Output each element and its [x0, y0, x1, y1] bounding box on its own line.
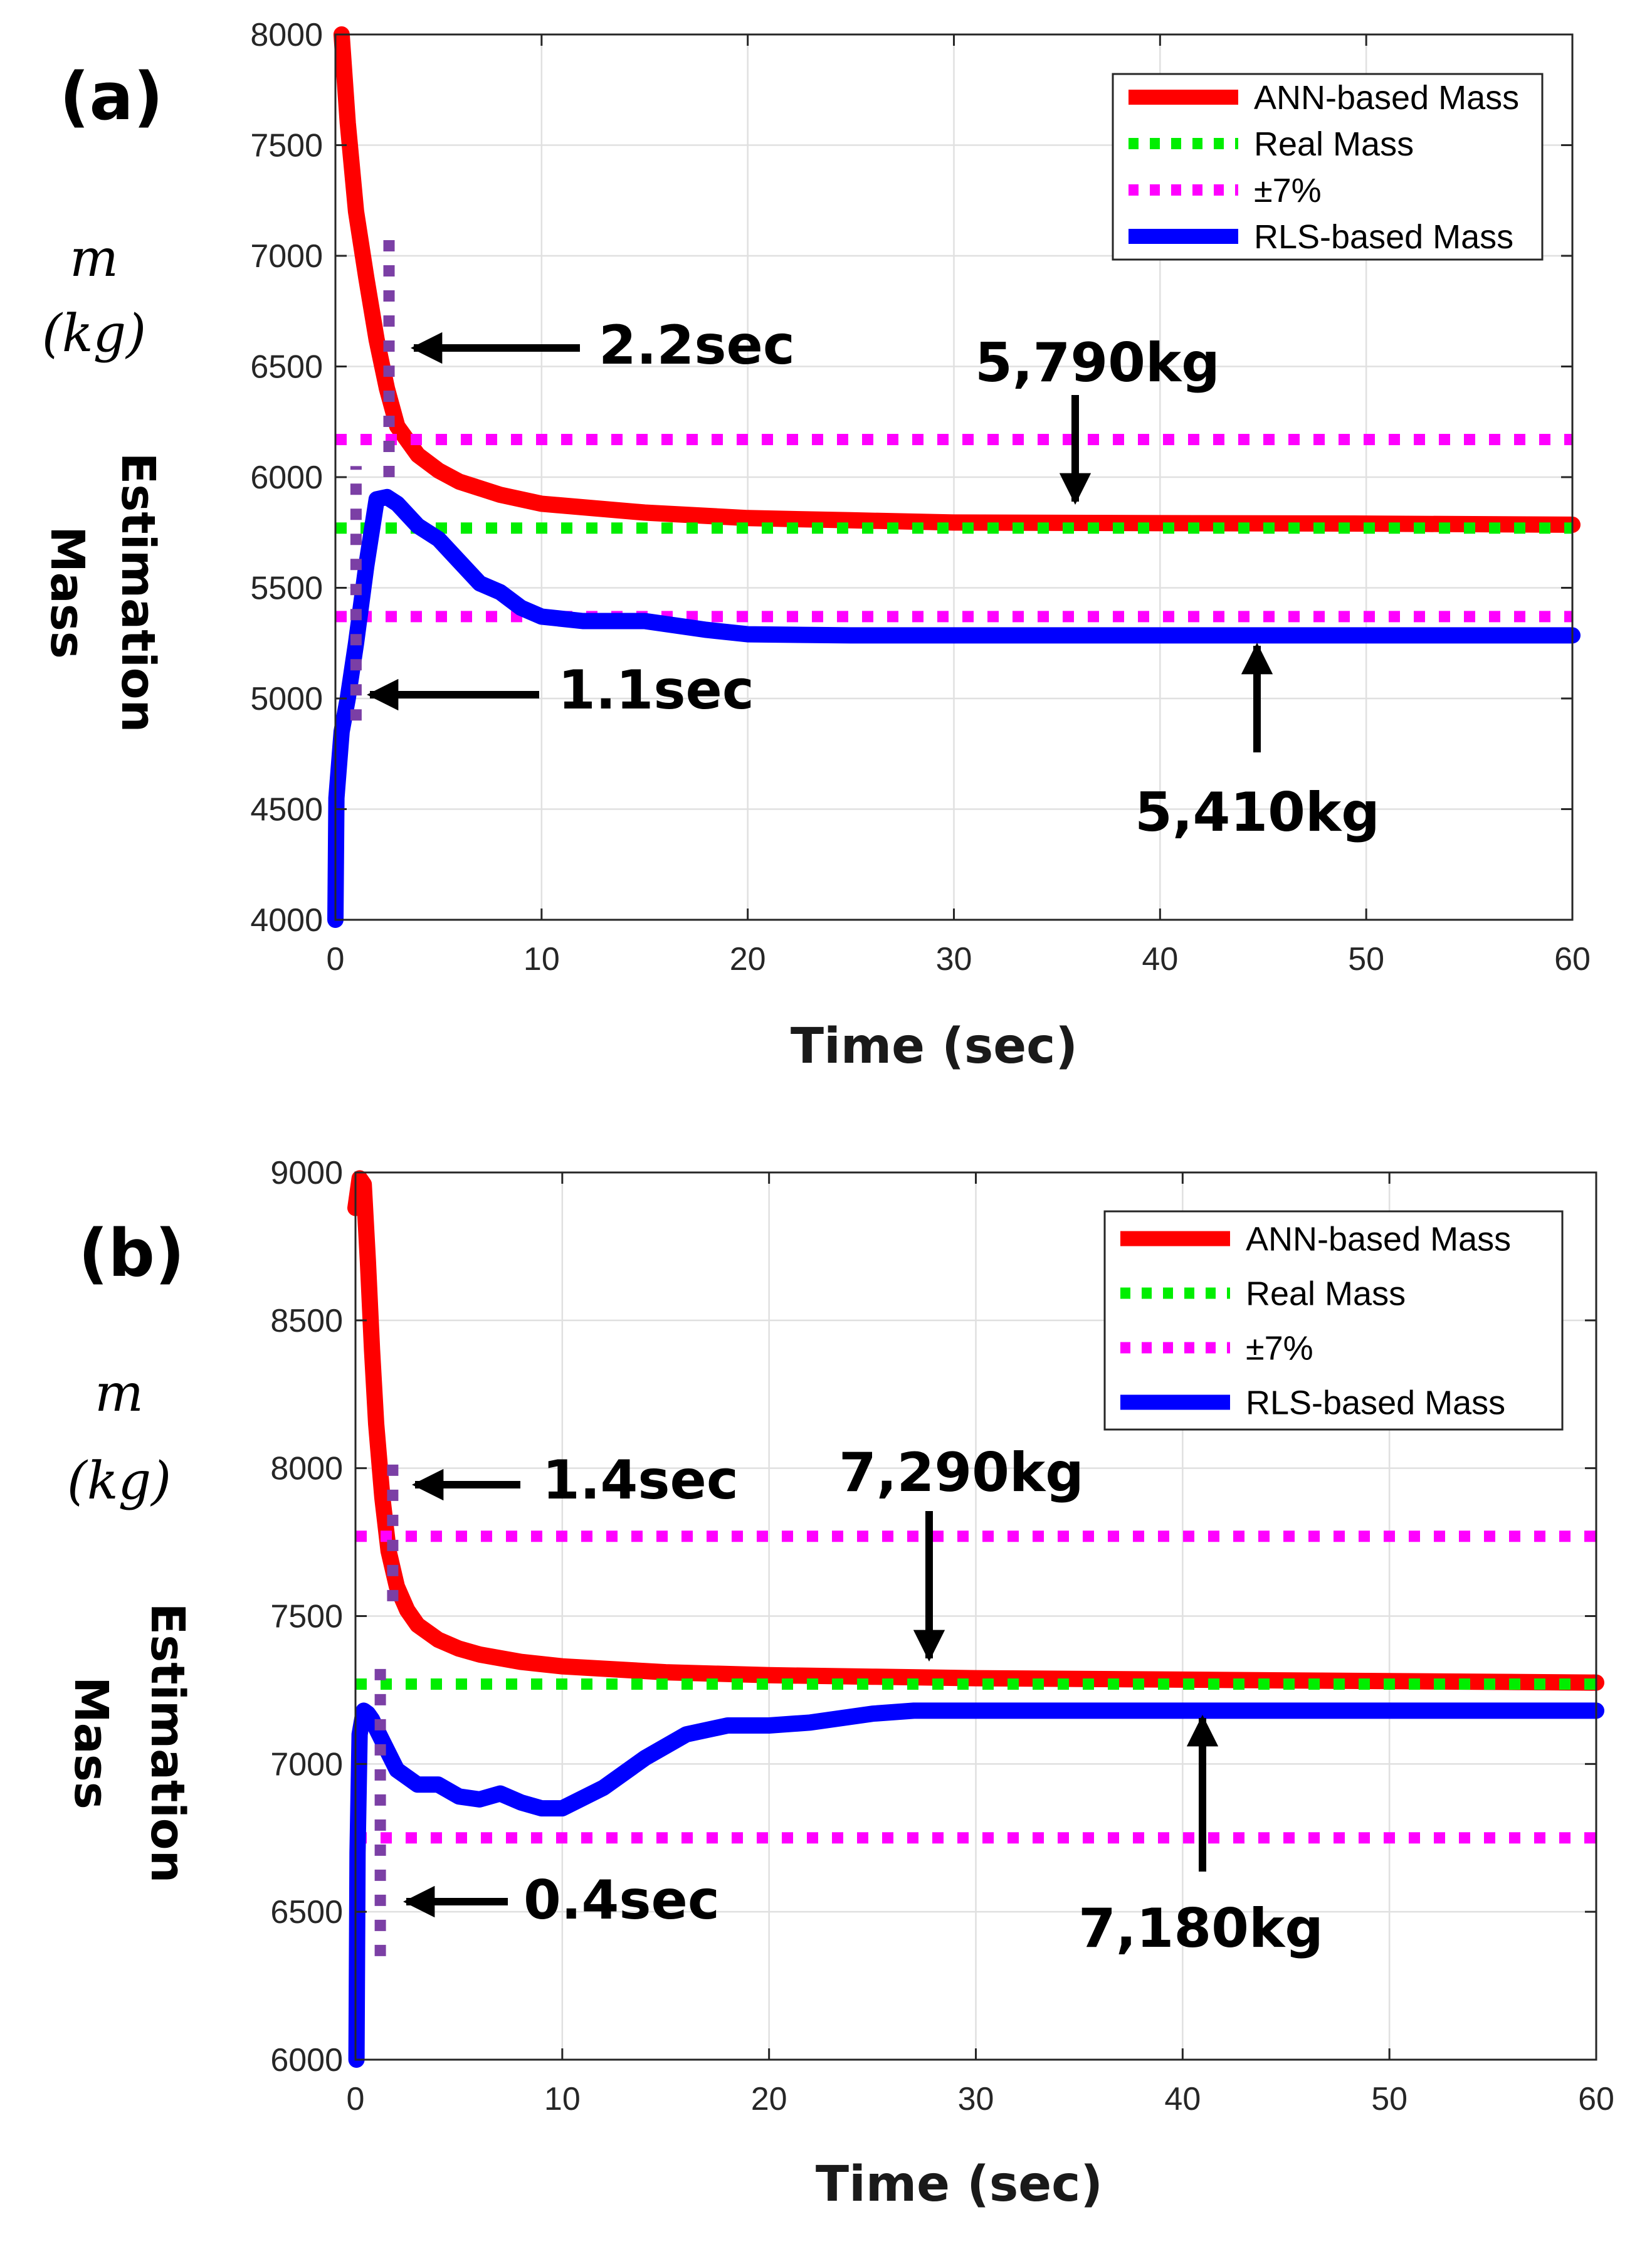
y-axis-word: Estimation — [140, 1603, 194, 1883]
y-axis-unit: (kg) — [42, 304, 146, 364]
panel-label: (b) — [78, 1215, 185, 1292]
legend-entry: ±7% — [1246, 1330, 1313, 1367]
y-tick-label: 6500 — [250, 349, 323, 386]
annotation-label: 1.1sec — [558, 659, 754, 722]
series-rls-based-mass — [348, 1702, 1604, 2068]
y-axis-word: Mass — [40, 526, 94, 659]
legend-entry: Real Mass — [1254, 125, 1414, 163]
chart-panel-a: 0 10 20 30 40 50 60 4000 4500 5000 5500 6000 6500 700… — [40, 17, 1591, 1075]
x-tick-label: 0 — [327, 941, 345, 977]
legend-entry: ±7% — [1254, 172, 1322, 209]
y-tick-label: 4500 — [250, 792, 323, 828]
y-tick-label: 6000 — [250, 460, 323, 496]
x-tick-label: 20 — [730, 941, 766, 977]
chart-panel-b: 0 10 20 30 40 50 60 6000 6500 7000 7500 8000 8500 900… — [64, 1155, 1614, 2213]
legend-entry: RLS-based Mass — [1246, 1384, 1505, 1422]
panel-label: (a) — [60, 58, 163, 135]
y-axis-unit: (kg) — [67, 1451, 171, 1511]
legend-box — [1103, 1210, 1564, 1431]
annotation-label: 2.2sec — [599, 314, 795, 377]
y-axis-word: Mass — [64, 1677, 118, 1809]
annotation-label: 1.4sec — [542, 1449, 739, 1512]
y-tick-label: 5500 — [250, 571, 323, 607]
x-tick-label: 40 — [1164, 2081, 1201, 2117]
y-tick-label: 5000 — [250, 681, 323, 717]
series-ann-based-mass — [347, 1170, 1604, 1691]
x-tick-label: 30 — [958, 2081, 994, 2117]
legend-entry: ANN-based Mass — [1246, 1221, 1511, 1258]
x-axis-label: Time (sec) — [816, 2156, 1103, 2213]
y-tick-label: 8000 — [270, 1451, 343, 1487]
x-tick-label: 60 — [1578, 2081, 1614, 2117]
y-axis-symbol: m — [70, 229, 118, 288]
annotation-label: 7,290kg — [839, 1441, 1084, 1504]
annotation-label: 0.4sec — [523, 1869, 720, 1932]
y-tick-label: 6500 — [270, 1894, 343, 1931]
y-tick-label: 7000 — [250, 238, 323, 275]
x-tick-label: 40 — [1142, 941, 1178, 977]
y-tick-label: 7000 — [270, 1746, 343, 1783]
y-tick-label: 9000 — [270, 1155, 343, 1191]
y-tick-label: 6000 — [270, 2042, 343, 2078]
y-tick-label: 4000 — [250, 902, 323, 939]
y-tick-label: 7500 — [270, 1599, 343, 1635]
legend-entry: RLS-based Mass — [1254, 218, 1513, 256]
x-tick-label: 0 — [347, 2081, 365, 2117]
series-ann-based-mass — [333, 26, 1581, 533]
x-tick-label: 50 — [1348, 941, 1384, 977]
annotation-label: 5,790kg — [975, 332, 1220, 394]
legend-entry: Real Mass — [1246, 1275, 1406, 1313]
y-axis-word: Estimation — [111, 453, 165, 733]
y-tick-label: 8500 — [270, 1303, 343, 1339]
x-tick-label: 30 — [936, 941, 972, 977]
y-tick-label: 7500 — [250, 128, 323, 164]
legend-box — [1112, 73, 1544, 261]
x-tick-label: 10 — [523, 941, 560, 977]
x-axis-label: Time (sec) — [791, 1018, 1078, 1075]
x-tick-label: 60 — [1554, 941, 1591, 977]
y-axis-symbol: m — [95, 1364, 144, 1423]
annotation-label: 5,410kg — [1135, 781, 1380, 844]
x-tick-label: 10 — [544, 2081, 581, 2117]
legend-entry: ANN-based Mass — [1254, 79, 1519, 117]
x-tick-label: 20 — [751, 2081, 787, 2117]
annotation-label: 7,180kg — [1078, 1897, 1323, 1960]
y-tick-label: 8000 — [250, 17, 323, 53]
x-tick-label: 50 — [1371, 2081, 1407, 2117]
